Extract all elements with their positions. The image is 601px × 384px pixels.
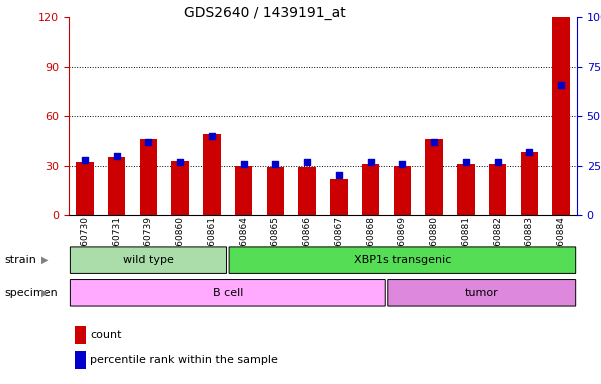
Bar <box>108 157 126 215</box>
Text: B cell: B cell <box>213 288 243 298</box>
Text: GDS2640 / 1439191_at: GDS2640 / 1439191_at <box>183 6 346 20</box>
Point <box>366 159 376 165</box>
Point <box>175 159 185 165</box>
Bar <box>362 164 379 215</box>
Text: ▶: ▶ <box>41 288 48 298</box>
Bar <box>140 139 157 215</box>
Text: ▶: ▶ <box>41 255 48 265</box>
Point <box>144 139 153 145</box>
Text: XBP1s transgenic: XBP1s transgenic <box>354 255 451 265</box>
Bar <box>552 17 570 215</box>
Point <box>525 149 534 155</box>
Point <box>302 159 312 165</box>
Text: tumor: tumor <box>465 288 499 298</box>
Bar <box>457 164 475 215</box>
Point <box>270 161 280 167</box>
Point <box>493 159 502 165</box>
Text: count: count <box>90 330 121 340</box>
Point <box>557 81 566 88</box>
Point <box>334 172 344 179</box>
Text: strain: strain <box>5 255 37 265</box>
Point <box>461 159 471 165</box>
FancyBboxPatch shape <box>70 247 227 273</box>
Text: specimen: specimen <box>5 288 58 298</box>
Text: percentile rank within the sample: percentile rank within the sample <box>90 355 278 365</box>
Bar <box>267 167 284 215</box>
Bar <box>235 166 252 215</box>
Point <box>112 152 121 159</box>
Bar <box>394 166 411 215</box>
Bar <box>76 162 94 215</box>
Bar <box>203 134 221 215</box>
Bar <box>426 139 443 215</box>
FancyBboxPatch shape <box>229 247 576 273</box>
Bar <box>299 167 316 215</box>
FancyBboxPatch shape <box>70 280 385 306</box>
Bar <box>330 179 347 215</box>
Point <box>398 161 407 167</box>
Text: wild type: wild type <box>123 255 174 265</box>
FancyBboxPatch shape <box>388 280 576 306</box>
Point <box>80 157 90 163</box>
Point <box>207 133 217 139</box>
Point <box>239 161 248 167</box>
Point <box>429 139 439 145</box>
Bar <box>489 164 506 215</box>
Bar <box>520 152 538 215</box>
Bar <box>171 161 189 215</box>
